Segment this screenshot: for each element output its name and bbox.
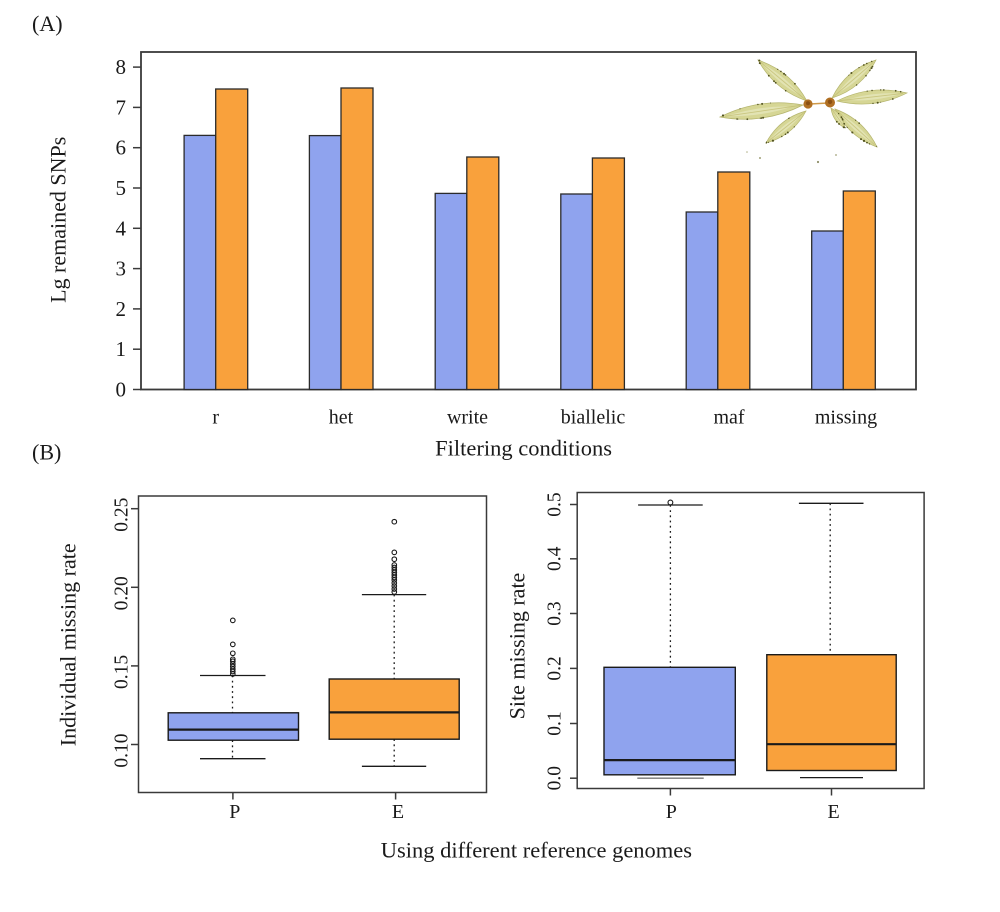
svg-text:0.3: 0.3: [545, 601, 566, 625]
svg-text:het: het: [329, 407, 354, 429]
svg-text:0.1: 0.1: [545, 711, 566, 735]
svg-text:P: P: [666, 801, 677, 823]
svg-text:(B): (B): [32, 440, 61, 465]
svg-text:1: 1: [116, 337, 127, 361]
svg-text:(A): (A): [32, 11, 63, 36]
svg-text:biallelic: biallelic: [561, 407, 626, 429]
svg-text:0.5: 0.5: [545, 492, 566, 516]
svg-text:7: 7: [116, 95, 127, 119]
svg-text:missing: missing: [815, 407, 877, 429]
svg-text:0.25: 0.25: [112, 498, 133, 532]
svg-text:8: 8: [116, 55, 127, 79]
svg-text:2: 2: [116, 297, 127, 321]
svg-text:0.4: 0.4: [545, 546, 566, 571]
svg-text:5: 5: [116, 176, 127, 200]
svg-text:0: 0: [116, 378, 127, 402]
svg-text:Using different reference geno: Using different reference genomes: [381, 837, 692, 862]
svg-text:Lg remained SNPs: Lg remained SNPs: [46, 137, 71, 303]
svg-text:3: 3: [116, 257, 127, 281]
svg-text:E: E: [392, 801, 404, 823]
svg-text:0.15: 0.15: [112, 655, 133, 689]
svg-text:r: r: [212, 407, 219, 429]
svg-text:Filtering conditions: Filtering conditions: [435, 436, 612, 461]
svg-text:P: P: [229, 801, 240, 823]
svg-text:Individual missing rate: Individual missing rate: [56, 543, 81, 746]
svg-text:Site missing rate: Site missing rate: [505, 573, 530, 720]
svg-text:0.20: 0.20: [112, 576, 133, 610]
svg-text:write: write: [447, 407, 488, 429]
svg-text:maf: maf: [713, 407, 744, 429]
svg-text:6: 6: [116, 136, 127, 160]
svg-text:0.2: 0.2: [545, 656, 566, 680]
svg-text:E: E: [827, 801, 839, 823]
svg-text:0.0: 0.0: [545, 766, 566, 790]
svg-text:0.10: 0.10: [112, 733, 133, 767]
svg-text:4: 4: [116, 216, 127, 240]
